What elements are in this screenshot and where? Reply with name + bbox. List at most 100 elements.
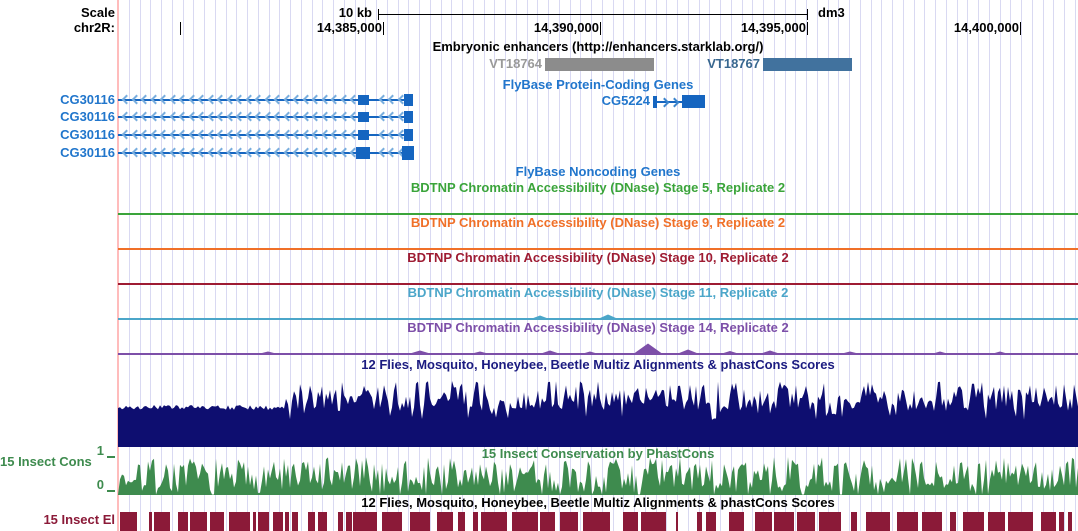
enhancer-item-box[interactable] [763, 58, 852, 71]
gridline [214, 0, 216, 531]
gridline [171, 0, 173, 531]
conserved-element-block [273, 512, 283, 531]
phastcons-axis-min-tick [107, 490, 115, 492]
phastcons-left-label[interactable]: 15 Insect Cons [0, 454, 92, 469]
gridline [526, 0, 528, 531]
coordinate-tick [383, 22, 384, 35]
gridline [311, 0, 313, 531]
gridline [892, 0, 893, 531]
gridline [397, 0, 399, 531]
track-title-bdtnp-stage14[interactable]: BDTNP Chromatin Accessibility (DNase) St… [407, 320, 789, 335]
gene-label-cg30116[interactable]: CG30116 [60, 127, 115, 142]
conserved-element-block [512, 512, 538, 531]
conserved-element-block [481, 512, 508, 531]
gene-cg30116-intron-line[interactable] [118, 134, 408, 136]
gene-cg30116-exon[interactable] [356, 147, 370, 159]
gridline [548, 0, 549, 531]
gridline [290, 0, 291, 531]
gridline [623, 0, 625, 531]
track-title-bdtnp-stage10[interactable]: BDTNP Chromatin Accessibility (DNase) St… [407, 250, 789, 265]
gridline [462, 0, 463, 531]
conserved-element-block [120, 512, 137, 531]
insect-elements-track[interactable] [118, 512, 1078, 531]
gridline [634, 0, 635, 531]
conserved-element-block [257, 512, 270, 531]
enhancer-item-label[interactable]: VT18764 [489, 56, 542, 71]
gene-cg30116-intron-line[interactable] [118, 99, 408, 101]
gene-label-cg5224[interactable]: CG5224 [601, 93, 650, 108]
gridline [333, 0, 334, 531]
track-title-flybase-noncoding[interactable]: FlyBase Noncoding Genes [515, 164, 681, 179]
conserved-element-block [705, 512, 717, 531]
chromosome-label: chr2R: [73, 20, 115, 35]
coordinate-tick [180, 22, 181, 35]
gridline [784, 0, 786, 531]
conserved-element-block [797, 512, 816, 531]
track-title-bdtnp-stage11[interactable]: BDTNP Chromatin Accessibility (DNase) St… [407, 285, 789, 300]
gene-cg30116-exon[interactable] [404, 111, 413, 123]
gene-cg30116-exon[interactable] [404, 129, 413, 141]
conserved-element-block [382, 512, 403, 531]
track-title-bdtnp-stage5[interactable]: BDTNP Chromatin Accessibility (DNase) St… [410, 180, 786, 195]
track-title-flybase-protein-coding[interactable]: FlyBase Protein-Coding Genes [502, 77, 694, 92]
gridline [988, 0, 990, 531]
gridline [182, 0, 184, 531]
gene-label-cg30116[interactable]: CG30116 [60, 145, 115, 160]
phastcons-axis-max: 1 [96, 443, 104, 458]
coordinate-label: 14,390,000 [533, 20, 599, 35]
gene-cg5224-intron-line[interactable] [653, 101, 705, 103]
enhancer-item-label[interactable]: VT18767 [707, 56, 760, 71]
conserved-element-block [641, 512, 666, 531]
gridline [268, 0, 270, 531]
scale-bar-left-tick [378, 9, 379, 20]
gridline [838, 0, 840, 531]
gridline [354, 0, 356, 531]
enhancer-item-box[interactable] [545, 58, 654, 71]
gridline [257, 0, 259, 531]
coordinate-tick [600, 22, 601, 35]
conserved-element-block [409, 512, 431, 531]
signal-bdtnp-stage9[interactable] [118, 248, 1078, 250]
gene-cg30116-exon[interactable] [358, 130, 369, 140]
gene-cg30116-exon[interactable] [358, 95, 369, 105]
gene-label-cg30116[interactable]: CG30116 [60, 109, 115, 124]
signal-bdtnp-stage14[interactable] [118, 353, 1078, 355]
conserved-element-block [345, 512, 352, 531]
track-title-phastcons[interactable]: 15 Insect Conservation by PhastCons [481, 446, 715, 461]
multiz-alignment-histogram[interactable] [118, 378, 1078, 447]
conserved-element-block [851, 512, 857, 531]
gene-cg30116-exon[interactable] [402, 146, 414, 160]
gridline [386, 0, 388, 531]
gridline [687, 0, 689, 531]
gridline [193, 0, 195, 531]
track-title-enhancers[interactable]: Embryonic enhancers (http://enhancers.st… [432, 39, 764, 54]
gene-cg30116-intron-line[interactable] [118, 116, 408, 118]
signal-bdtnp-stage10[interactable] [118, 283, 1078, 285]
coordinate-tick [807, 22, 808, 35]
insect-elements-left-label[interactable]: 15 Insect El [43, 512, 115, 527]
conserved-element-block [228, 512, 251, 531]
gridline [569, 0, 571, 531]
signal-bdtnp-stage5[interactable] [118, 213, 1078, 215]
track-title-multiz-top[interactable]: 12 Flies, Mosquito, Honeybee, Beetle Mul… [361, 357, 835, 372]
conserved-element-block [675, 512, 679, 531]
gridline [161, 0, 162, 531]
track-title-multiz-bottom[interactable]: 12 Flies, Mosquito, Honeybee, Beetle Mul… [361, 495, 835, 510]
track-title-bdtnp-stage9[interactable]: BDTNP Chromatin Accessibility (DNase) St… [410, 215, 786, 230]
signal-bdtnp-stage11[interactable] [118, 318, 1078, 320]
conserved-element-block [774, 512, 795, 531]
gene-cg30116-intron-line[interactable] [118, 152, 408, 154]
gridline [644, 0, 646, 531]
gridline [139, 0, 141, 531]
gene-cg30116-exon[interactable] [404, 94, 413, 106]
gridline [429, 0, 431, 531]
gridline [870, 0, 872, 531]
gene-label-cg30116[interactable]: CG30116 [60, 92, 115, 107]
gene-cg5224-exon[interactable] [682, 95, 705, 108]
gridline [752, 0, 754, 531]
conserved-element-block [539, 512, 555, 531]
phastcons-wiggle[interactable] [118, 457, 1078, 495]
gene-cg30116-exon[interactable] [358, 112, 369, 122]
gridline [698, 0, 700, 531]
